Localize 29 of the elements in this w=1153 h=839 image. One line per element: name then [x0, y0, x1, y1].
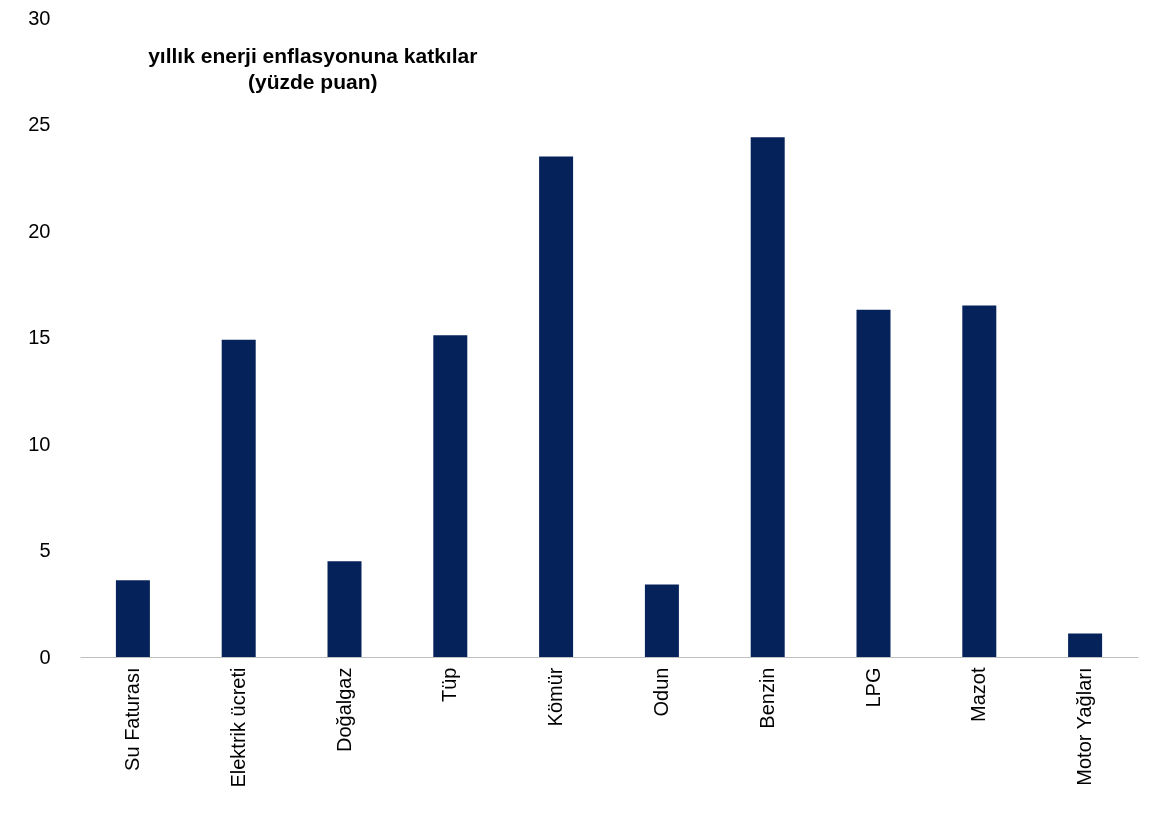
x-tick-label: LPG	[861, 667, 884, 708]
y-tick-label: 10	[28, 432, 51, 455]
x-tick-label: Motor Yağları	[1073, 667, 1096, 786]
text: yıllık enerji enflasyonuna katkılar	[148, 44, 478, 67]
bar	[539, 156, 574, 657]
bar	[115, 580, 150, 657]
x-tick-label: Odun	[649, 667, 672, 717]
bar	[750, 137, 785, 657]
x-tick-label: Kömür	[544, 667, 567, 727]
bar	[962, 305, 997, 657]
x-tick-label: Doğalgaz	[332, 667, 355, 753]
x-tick-label: Mazot	[967, 667, 990, 722]
bar	[327, 561, 362, 657]
y-tick-label: 0	[39, 645, 51, 668]
y-tick-label: 30	[28, 6, 51, 29]
text: (yüzde puan)	[248, 70, 378, 93]
bar	[856, 309, 891, 657]
x-tick-label: Elektrik ücreti	[226, 667, 249, 788]
bar	[433, 335, 468, 657]
y-tick-label: 25	[28, 113, 51, 135]
y-tick-label: 15	[28, 326, 51, 348]
bar	[221, 339, 256, 657]
y-tick-label: 5	[39, 539, 51, 561]
bar	[1068, 633, 1103, 657]
bar	[644, 584, 679, 657]
x-tick-label: Su Faturası	[120, 667, 143, 771]
y-tick-label: 20	[28, 219, 51, 242]
x-tick-label: Benzin	[755, 667, 778, 729]
x-tick-label: Tüp	[438, 667, 461, 702]
